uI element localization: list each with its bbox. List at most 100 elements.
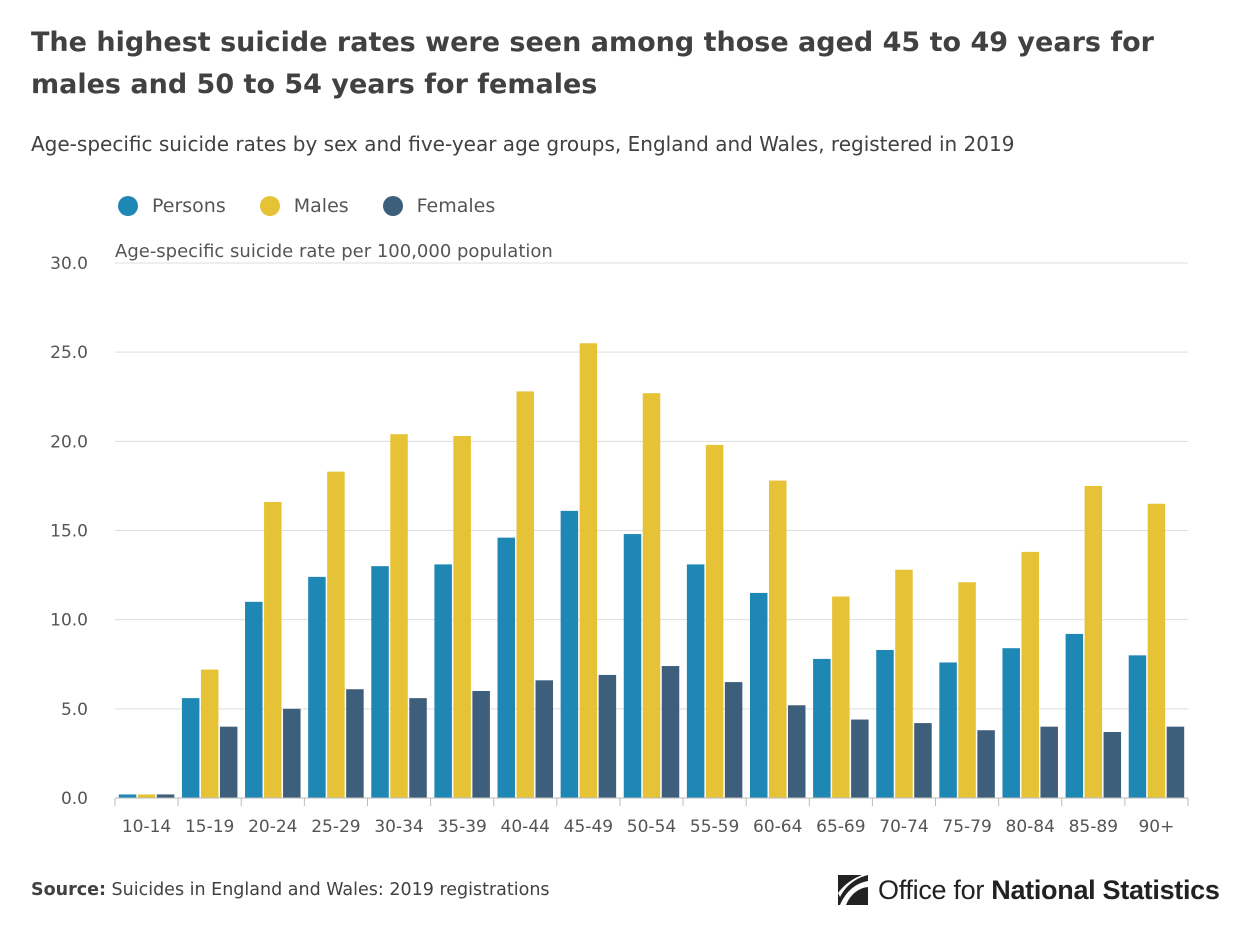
bar-persons-80-84[interactable]	[1002, 648, 1020, 798]
bar-females-45-49[interactable]	[598, 674, 617, 798]
ons-logo-text-light: Office for	[878, 874, 992, 905]
bar-persons-45-49[interactable]	[560, 510, 579, 798]
bar-persons-25-29[interactable]	[308, 576, 326, 798]
bar-persons-35-39[interactable]	[434, 564, 452, 798]
x-tick-label: 10-14	[122, 817, 171, 837]
legend-item-males[interactable]: Males	[259, 195, 349, 217]
bar-chart: 0.0 5.0 10.0 15.0 20.0 25.0 30.0 Age-specific …	[50, 241, 1189, 837]
bar-females-35-39[interactable]	[472, 691, 490, 798]
chart-title: The highest suicide rates were seen amon…	[31, 27, 1154, 100]
x-tick-label: 45-49	[564, 817, 613, 837]
x-tick-label: 75-79	[942, 817, 991, 837]
x-tick-label: 40-44	[501, 817, 550, 837]
bar-females-10-14[interactable]	[156, 794, 175, 798]
y-tick-label: 25.0	[50, 343, 88, 363]
bar-males-60-64[interactable]	[768, 480, 787, 798]
legend: Persons Males Females	[118, 191, 529, 221]
y-tick-label: 20.0	[50, 432, 88, 452]
bar-females-90+[interactable]	[1166, 726, 1185, 798]
bar-females-85-89[interactable]	[1103, 732, 1122, 798]
legend-label-persons: Persons	[152, 195, 226, 217]
legend-item-persons[interactable]: Persons	[118, 195, 226, 217]
y-tick-label: 10.0	[50, 611, 88, 631]
legend-swatch-persons	[118, 196, 138, 216]
chart-subtitle: Age-specific suicide rates by sex and fi…	[31, 132, 1015, 156]
ons-logo-text: Office for National Statistics	[878, 875, 1220, 906]
bar-persons-40-44[interactable]	[497, 537, 516, 798]
bar-persons-50-54[interactable]	[623, 534, 642, 798]
x-tick-label: 50-54	[627, 817, 676, 837]
bar-persons-90+[interactable]	[1128, 655, 1147, 798]
ons-logo[interactable]: Office for National Statistics	[836, 870, 1220, 910]
bar-males-65-69[interactable]	[832, 596, 850, 798]
legend-item-females[interactable]: Females	[382, 195, 496, 217]
bar-persons-75-79[interactable]	[939, 662, 957, 798]
x-axis: 10-14 15-19 20-24 25-29 30-34 35-39 40-44 45-49…	[114, 797, 1189, 837]
bar-persons-70-74[interactable]	[876, 649, 894, 798]
x-tick-label: 65-69	[816, 817, 865, 837]
bar-females-15-19[interactable]	[219, 726, 238, 798]
bar-females-20-24[interactable]	[283, 708, 301, 798]
y-tick-label: 30.0	[50, 254, 88, 274]
legend-label-females: Females	[416, 195, 496, 217]
source-text: Suicides in England and Wales: 2019 regi…	[105, 880, 550, 900]
bar-males-30-34[interactable]	[390, 434, 408, 798]
bar-persons-30-34[interactable]	[371, 566, 389, 798]
bar-males-20-24[interactable]	[264, 501, 282, 798]
bar-males-25-29[interactable]	[327, 471, 345, 798]
bar-females-55-59[interactable]	[724, 682, 743, 798]
x-tick-label: 25-29	[311, 817, 360, 837]
y-tick-label: 15.0	[50, 522, 88, 542]
x-tick-label: 90+	[1138, 817, 1174, 837]
legend-swatch-females	[382, 196, 403, 216]
bar-males-15-19[interactable]	[200, 669, 219, 798]
x-tick-label: 80-84	[1006, 817, 1055, 837]
bar-persons-55-59[interactable]	[686, 564, 705, 798]
y-tick-label: 0.0	[61, 789, 88, 809]
x-tick-label: 20-24	[248, 817, 297, 837]
bar-females-25-29[interactable]	[346, 689, 364, 798]
x-tick-label: 70-74	[879, 817, 928, 837]
bar-females-65-69[interactable]	[851, 719, 869, 798]
bar-males-75-79[interactable]	[958, 582, 976, 798]
bar-males-80-84[interactable]	[1021, 551, 1039, 798]
bar-males-55-59[interactable]	[705, 444, 724, 798]
bar-males-70-74[interactable]	[895, 569, 913, 798]
bar-persons-20-24[interactable]	[245, 601, 263, 798]
bar-males-90+[interactable]	[1147, 503, 1166, 798]
ons-logo-icon	[838, 875, 868, 905]
legend-label-males: Males	[293, 195, 349, 217]
bar-females-70-74[interactable]	[914, 723, 932, 798]
bar-persons-85-89[interactable]	[1065, 633, 1084, 798]
bar-males-45-49[interactable]	[579, 343, 598, 798]
bar-females-75-79[interactable]	[977, 730, 995, 798]
legend-swatch-males	[259, 196, 280, 216]
bar-males-50-54[interactable]	[642, 393, 661, 798]
bar-females-60-64[interactable]	[787, 705, 806, 798]
bar-persons-10-14[interactable]	[118, 794, 137, 798]
bar-persons-65-69[interactable]	[813, 658, 831, 798]
bars	[118, 343, 1185, 798]
ons-logo-text-bold: National Statistics	[991, 874, 1220, 905]
bar-males-85-89[interactable]	[1084, 485, 1103, 798]
x-tick-label: 35-39	[437, 817, 486, 837]
source-label: Source:	[31, 880, 106, 900]
x-tick-label: 55-59	[690, 817, 739, 837]
y-axis-label: Age-specific suicide rate per 100,000 po…	[115, 241, 553, 262]
y-axis-ticks: 0.0 5.0 10.0 15.0 20.0 25.0 30.0	[50, 254, 88, 809]
x-tick-label: 60-64	[753, 817, 802, 837]
y-tick-label: 5.0	[61, 700, 88, 720]
x-tick-label: 15-19	[185, 817, 234, 837]
bar-persons-15-19[interactable]	[181, 698, 200, 798]
x-tick-label: 85-89	[1069, 817, 1118, 837]
bar-males-40-44[interactable]	[516, 391, 535, 798]
source-note: Source: Suicides in England and Wales: 2…	[31, 880, 550, 900]
bar-persons-60-64[interactable]	[749, 592, 768, 798]
bar-females-80-84[interactable]	[1040, 726, 1058, 798]
bar-females-50-54[interactable]	[661, 666, 680, 798]
x-tick-label: 30-34	[374, 817, 423, 837]
bar-males-35-39[interactable]	[453, 435, 471, 798]
bar-females-30-34[interactable]	[409, 698, 427, 798]
bar-females-40-44[interactable]	[535, 680, 554, 798]
bar-males-10-14[interactable]	[137, 794, 156, 798]
